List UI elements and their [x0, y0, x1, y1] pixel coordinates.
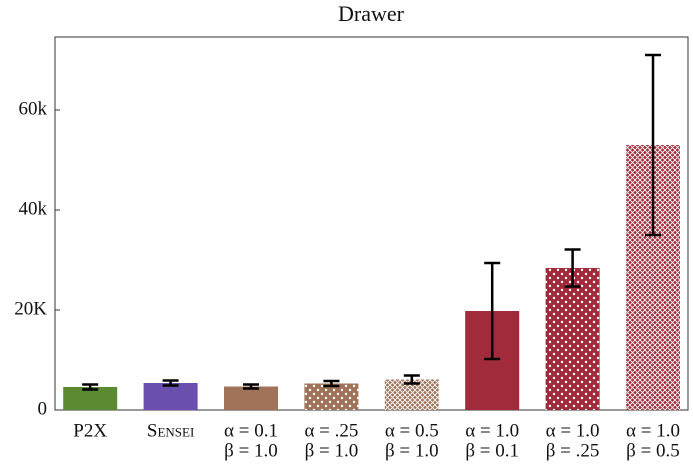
error-bar [323, 379, 340, 388]
error-bar [645, 53, 661, 237]
error-bar [403, 374, 420, 385]
x-tick-label: β = .25 [546, 440, 600, 461]
x-tick-label: Sensei [147, 420, 194, 441]
error-bar [162, 379, 179, 387]
bar [143, 383, 198, 410]
bar [63, 387, 118, 410]
bar [304, 383, 359, 410]
error-bar [564, 248, 581, 288]
y-tick-label: 40k [19, 198, 48, 219]
x-tick-label: α = 1.0 [626, 420, 680, 441]
y-tick-label: 0 [38, 398, 48, 419]
bar [545, 268, 600, 410]
y-tick-label: 20K [14, 298, 47, 319]
x-tick-label: P2X [73, 420, 107, 441]
error-bar [82, 383, 99, 391]
x-tick-label: β = 1.0 [224, 440, 278, 461]
x-tick-label: β = 0.5 [626, 440, 680, 461]
x-tick-label: β = 1.0 [385, 440, 439, 461]
error-bar [484, 261, 501, 361]
x-tick-label: α = 1.0 [465, 420, 519, 441]
y-tick-label: 60k [19, 98, 48, 119]
x-tick-label: β = 0.1 [465, 440, 519, 461]
x-tick-label: α = 0.5 [385, 420, 439, 441]
error-bar [243, 383, 259, 390]
x-tick-label: α = 1.0 [546, 420, 600, 441]
plot-frame [54, 36, 689, 411]
x-tick-label: α = .25 [304, 420, 358, 441]
bar [224, 386, 278, 410]
x-tick-label: α = 0.1 [224, 420, 278, 441]
chart-title: Drawer [338, 1, 405, 26]
x-tick-label: β = 1.0 [305, 440, 359, 461]
